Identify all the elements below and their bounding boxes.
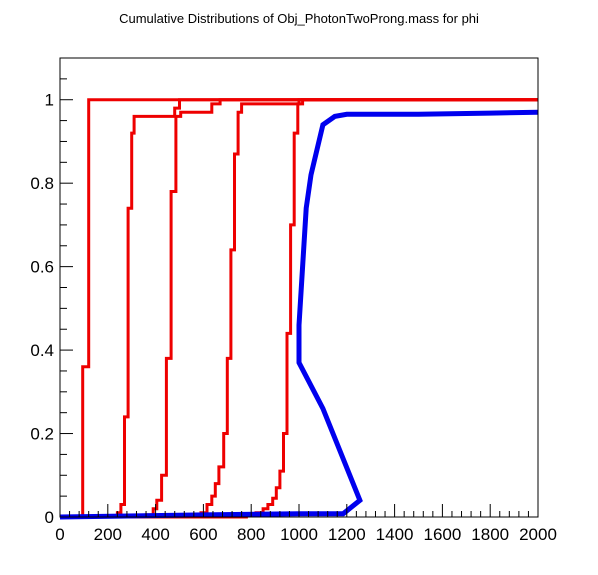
y-tick-label: 1 [45, 91, 54, 110]
y-tick-label: 0.2 [30, 425, 54, 444]
x-tick-label: 600 [189, 525, 217, 544]
x-tick-label: 1000 [280, 525, 318, 544]
y-tick-label: 0.4 [30, 341, 54, 360]
series-line-6 [59, 109, 539, 520]
x-tick-label: 800 [237, 525, 265, 544]
x-tick-label: 1600 [423, 525, 461, 544]
x-tick-label: 1200 [328, 525, 366, 544]
x-tick-label: 1400 [376, 525, 414, 544]
y-tick-label: 0.6 [30, 258, 54, 277]
series-line-2 [60, 98, 538, 519]
series-line-3 [60, 98, 538, 519]
x-tick-label: 400 [141, 525, 169, 544]
axis-layer: 0 200 400 600 800 1000 1200 1400 1600 1800 2000 0 0.… [30, 78, 557, 544]
series-layer [59, 98, 539, 520]
x-tick-label: 0 [55, 525, 64, 544]
x-tick-label: 2000 [519, 525, 557, 544]
x-tick-label: 1800 [471, 525, 509, 544]
y-tick-label: 0.8 [30, 174, 54, 193]
chart-title: Cumulative Distributions of Obj_PhotonTw… [119, 11, 479, 26]
x-tick-label: 200 [94, 525, 122, 544]
y-tick-label: 0 [45, 508, 54, 527]
